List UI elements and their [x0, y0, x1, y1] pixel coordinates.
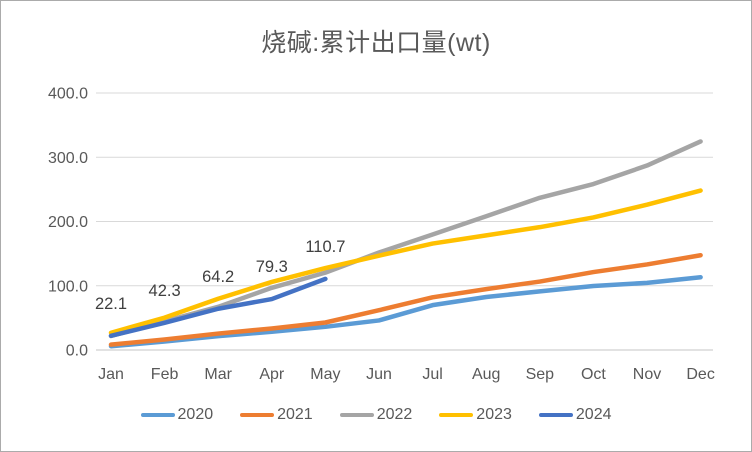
y-tick-label-200.0: 200.0	[48, 214, 88, 231]
data-label-2024-Feb: 42.3	[149, 282, 181, 300]
legend-item-2022[interactable]: 2022	[339, 406, 413, 424]
y-tick-label-400.0: 400.0	[48, 86, 88, 103]
legend-swatch-2021	[240, 412, 275, 418]
x-tick-label-Jul: Jul	[422, 366, 442, 383]
data-label-2024-Mar: 64.2	[202, 268, 234, 286]
legend-item-2023[interactable]: 2023	[439, 406, 512, 424]
legend-swatch-2023	[439, 412, 474, 418]
x-tick-label-Apr: Apr	[259, 366, 285, 383]
x-tick-label-Oct: Oct	[581, 366, 606, 383]
legend-label-2020: 2020	[177, 406, 214, 423]
legend-item-2021[interactable]: 2021	[240, 406, 313, 424]
series-line-2020	[108, 275, 703, 349]
data-label-2024-Jan: 22.1	[95, 295, 127, 313]
legend-label-2021: 2021	[277, 406, 313, 423]
data-label-2024-May: 110.7	[305, 238, 345, 256]
legend-label-2022: 2022	[376, 406, 413, 423]
x-tick-label-Jun: Jun	[366, 366, 392, 383]
plot-area: 0.0 100.0 200.0 300.0 400.0 Jan Feb Mar Apr May Ju…	[48, 86, 715, 384]
x-tick-label-Sep: Sep	[526, 366, 555, 383]
legend-swatch-2024	[538, 412, 573, 418]
legend-label-2023: 2023	[476, 406, 512, 423]
legend-label-2024: 2024	[575, 406, 612, 423]
y-tick-label-100.0: 100.0	[48, 278, 88, 295]
legend-item-2020[interactable]: 2020	[140, 406, 214, 424]
y-tick-label-0.0: 0.0	[66, 343, 88, 360]
x-tick-label-Mar: Mar	[204, 366, 232, 383]
legend-swatch-2020	[140, 412, 175, 418]
series-line-2021	[108, 252, 703, 347]
series-line-2023	[108, 188, 703, 336]
x-tick-label-Jan: Jan	[98, 366, 124, 383]
x-tick-label-Feb: Feb	[151, 366, 179, 383]
legend-swatch-2022	[339, 412, 374, 418]
legend-item-2024[interactable]: 2024	[538, 406, 612, 424]
chart-title: 烧碱:累计出口量(wt)	[261, 29, 491, 57]
data-label-2024-Apr: 79.3	[256, 258, 288, 276]
x-tick-label-Nov: Nov	[633, 366, 661, 383]
x-tick-label-May: May	[310, 366, 340, 383]
series-line-2024	[108, 276, 328, 339]
x-tick-label-Dec: Dec	[686, 366, 714, 383]
y-tick-label-300.0: 300.0	[48, 150, 88, 167]
x-tick-label-Aug: Aug	[472, 366, 500, 383]
legend: 2020 2021 2022 2023 2024	[1, 406, 751, 424]
